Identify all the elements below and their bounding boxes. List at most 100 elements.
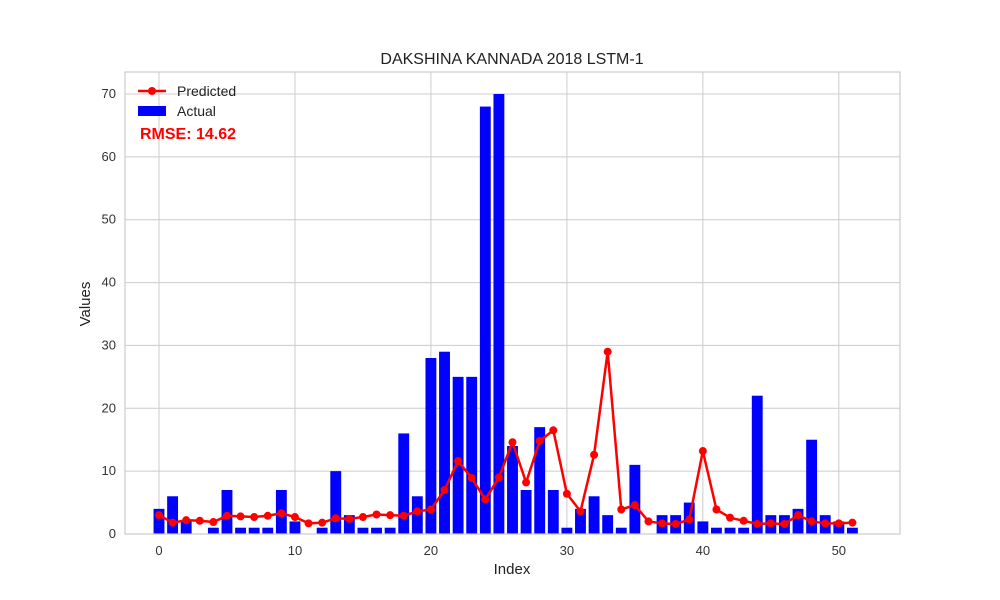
actual-bar bbox=[547, 490, 559, 534]
predicted-point bbox=[345, 514, 354, 523]
x-tick-label: 50 bbox=[832, 543, 846, 558]
actual-bar bbox=[398, 433, 410, 534]
actual-bar bbox=[534, 427, 546, 534]
actual-bar bbox=[738, 527, 750, 534]
y-tick-label: 30 bbox=[102, 337, 116, 352]
x-axis-label: Index bbox=[494, 561, 531, 578]
legend: Predicted Actual bbox=[138, 83, 236, 119]
legend-predicted-marker bbox=[148, 87, 156, 95]
predicted-point bbox=[494, 473, 503, 482]
predicted-point bbox=[263, 511, 272, 520]
rmse-annotation: RMSE: 14.62 bbox=[140, 126, 236, 143]
predicted-point bbox=[630, 501, 639, 510]
predicted-point bbox=[168, 518, 177, 527]
actual-bar bbox=[615, 527, 627, 534]
predicted-point bbox=[739, 516, 748, 525]
predicted-line bbox=[158, 350, 853, 526]
predicted-point bbox=[386, 511, 395, 520]
plot-frame bbox=[124, 71, 901, 535]
predicted-point bbox=[834, 519, 843, 528]
predicted-point bbox=[562, 489, 571, 498]
actual-bar bbox=[724, 527, 736, 534]
predicted-point bbox=[454, 457, 463, 466]
actual-bar bbox=[180, 521, 192, 534]
predicted-point bbox=[358, 513, 367, 522]
actual-bar bbox=[711, 527, 722, 534]
predicted-point bbox=[236, 512, 245, 521]
predicted-point bbox=[440, 486, 449, 494]
predicted-point bbox=[617, 505, 626, 514]
actual-bar bbox=[806, 439, 818, 534]
predicted-point bbox=[807, 517, 816, 526]
actual-bar bbox=[330, 471, 342, 534]
predicted-point bbox=[671, 519, 680, 528]
predicted-point bbox=[481, 495, 490, 504]
predicted-point bbox=[304, 519, 313, 528]
chart-title: DAKSHINA KANNADA 2018 LSTM-1 bbox=[380, 51, 643, 68]
predicted-point bbox=[195, 516, 204, 525]
predicted-point bbox=[182, 516, 191, 525]
predicted-point bbox=[277, 509, 286, 518]
actual-bar bbox=[588, 496, 600, 534]
y-tick-label: 20 bbox=[102, 400, 116, 415]
predicted-point bbox=[222, 511, 231, 520]
actual-bar bbox=[425, 358, 437, 534]
predicted-point bbox=[794, 511, 803, 520]
actual-bar bbox=[629, 464, 641, 534]
actual-bar bbox=[493, 94, 505, 534]
actual-bar bbox=[316, 527, 328, 534]
y-tick-label: 10 bbox=[102, 463, 116, 478]
actual-bar bbox=[357, 527, 369, 534]
predicted-point bbox=[576, 507, 585, 516]
predicted-point bbox=[590, 450, 599, 459]
predicted-point bbox=[331, 514, 340, 523]
actual-bar bbox=[289, 521, 301, 534]
predicted-point bbox=[698, 447, 707, 456]
predicted-point bbox=[766, 519, 775, 528]
predicted-point bbox=[508, 438, 517, 447]
predicted-point bbox=[848, 518, 857, 527]
actual-bar bbox=[507, 446, 518, 534]
actual-bar bbox=[792, 508, 804, 534]
legend-actual-label: Actual bbox=[177, 103, 216, 119]
line-layer bbox=[154, 347, 857, 528]
predicted-point bbox=[372, 510, 381, 519]
y-tick-label: 50 bbox=[102, 212, 116, 227]
predicted-point bbox=[290, 513, 299, 522]
actual-bar bbox=[697, 521, 709, 534]
y-axis-label: Values bbox=[77, 282, 94, 327]
actual-bar bbox=[452, 376, 464, 534]
predicted-point bbox=[426, 505, 435, 514]
actual-bar bbox=[384, 527, 396, 534]
actual-bar bbox=[833, 521, 845, 534]
actual-bar bbox=[371, 527, 382, 534]
actual-bar bbox=[479, 106, 491, 535]
actual-bar bbox=[235, 527, 247, 534]
predicted-point bbox=[603, 347, 612, 356]
x-tick-label: 10 bbox=[288, 543, 302, 558]
actual-bar bbox=[439, 351, 450, 534]
actual-bar bbox=[520, 490, 532, 534]
actual-bar bbox=[262, 527, 274, 534]
predicted-point bbox=[413, 507, 422, 516]
actual-bar bbox=[846, 527, 858, 534]
predicted-point bbox=[726, 513, 735, 522]
actual-bar bbox=[343, 515, 355, 534]
predicted-point bbox=[399, 511, 408, 520]
legend-actual-swatch bbox=[138, 106, 166, 116]
x-tick-label: 40 bbox=[696, 543, 710, 558]
legend-predicted-label: Predicted bbox=[177, 83, 236, 99]
y-tick-label: 70 bbox=[102, 86, 116, 101]
predicted-point bbox=[522, 478, 531, 487]
predicted-point bbox=[318, 518, 327, 527]
predicted-point bbox=[658, 519, 667, 528]
predicted-point bbox=[209, 518, 218, 527]
predicted-point bbox=[467, 474, 476, 483]
predicted-point bbox=[712, 505, 721, 514]
x-tick-label: 0 bbox=[155, 543, 162, 558]
predicted-point bbox=[154, 511, 163, 520]
actual-bar bbox=[207, 527, 219, 534]
predicted-point bbox=[753, 519, 762, 528]
actual-bar bbox=[248, 527, 260, 534]
